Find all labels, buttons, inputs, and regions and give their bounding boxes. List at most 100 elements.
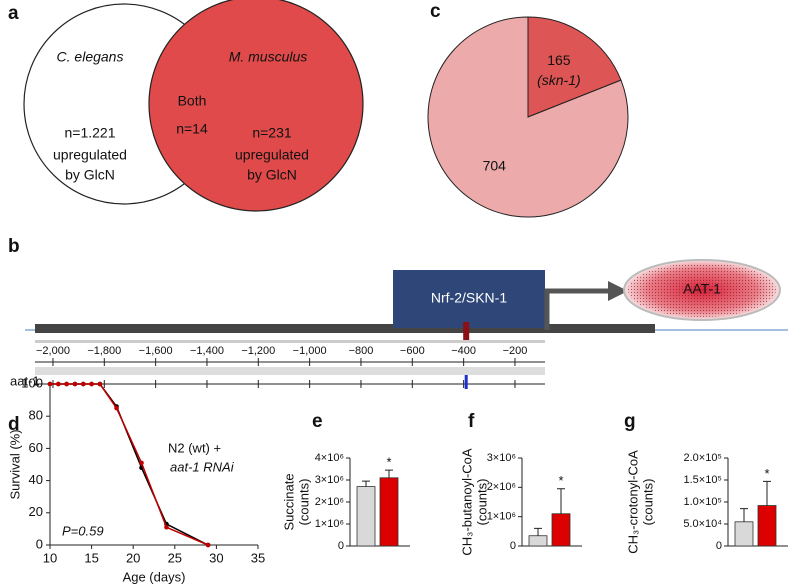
- y-tick-label: 4×10⁶: [315, 452, 344, 464]
- point: [205, 542, 211, 548]
- panel-letter: f: [468, 411, 475, 432]
- y-axis-label: (counts): [296, 479, 311, 526]
- point: [139, 460, 144, 466]
- x-tick-label: 20: [126, 550, 140, 565]
- x-axis-label: Age (days): [123, 569, 186, 584]
- value-label: 165: [547, 52, 571, 68]
- protein-label: AAT-1: [683, 281, 721, 297]
- error-bar: [557, 488, 565, 514]
- x-tick-label: −1,000: [293, 345, 327, 357]
- error-bar: [534, 527, 542, 536]
- panel-letter: d: [8, 414, 20, 435]
- venn-text: upregulated: [53, 147, 127, 163]
- value-label: 704: [483, 157, 507, 173]
- y-tick-label: 2×10⁶: [315, 496, 344, 508]
- x-tick-label: −600: [400, 345, 425, 357]
- venn-text: upregulated: [235, 147, 309, 163]
- x-tick-label: 10: [43, 550, 57, 565]
- x-tick-label: −800: [349, 345, 374, 357]
- significance: *: [764, 466, 769, 481]
- slice-note: (skn-1): [537, 72, 581, 88]
- promoter-bar: [35, 324, 655, 333]
- point: [80, 381, 86, 387]
- binding-site: [464, 375, 468, 389]
- significance: *: [386, 455, 391, 470]
- venn-count: n=231: [252, 125, 292, 141]
- x-tick-label: −2,000: [36, 345, 70, 357]
- x-tick-label: 15: [84, 550, 98, 565]
- annotation: P=0.59: [62, 523, 104, 538]
- binding-site: [463, 322, 470, 340]
- point: [72, 381, 78, 387]
- y-tick-label: 2.0×10⁵: [683, 452, 722, 464]
- venn-text: by GlcN: [65, 167, 115, 183]
- factor-label: Nrf-2/SKN-1: [431, 290, 507, 306]
- y-axis-label: Succinate: [281, 473, 296, 530]
- x-tick-label: −200: [503, 345, 528, 357]
- y-tick-label: 0: [716, 540, 722, 552]
- annotation: N2 (wt) +: [168, 440, 221, 455]
- x-tick-label: −1,800: [87, 345, 121, 357]
- y-tick-label: 2×10⁶: [487, 481, 516, 493]
- venn-label: Both: [178, 93, 207, 109]
- y-tick-label: 1.5×10⁵: [683, 474, 722, 486]
- y-tick-label: 20: [29, 504, 43, 519]
- panel-letter: b: [8, 236, 20, 257]
- x-tick-label: −1,200: [241, 345, 275, 357]
- significance: *: [558, 473, 563, 488]
- venn-label: M. musculus: [229, 49, 308, 65]
- venn-count: n=14: [176, 121, 208, 137]
- x-tick-label: 30: [209, 550, 223, 565]
- x-tick-label: 35: [251, 550, 265, 565]
- bar: [379, 477, 399, 547]
- bar: [734, 521, 754, 547]
- protein-texture: [628, 263, 776, 317]
- y-tick-label: 0: [338, 540, 344, 552]
- venn-count: n=1.221: [65, 125, 116, 141]
- venn-label: C. elegans: [57, 49, 124, 65]
- x-tick-label: 25: [168, 550, 182, 565]
- error-bar: [385, 469, 393, 478]
- bar: [356, 486, 376, 547]
- panel-letter: a: [8, 3, 19, 24]
- venn-overlap: [149, 23, 229, 185]
- factor-box: [393, 270, 545, 328]
- error-bar: [362, 480, 370, 487]
- y-axis-label: (counts): [474, 479, 489, 526]
- y-axis-label: CH₃-butanoyl-CoA: [459, 448, 474, 555]
- point: [89, 381, 94, 387]
- band: [35, 367, 545, 375]
- y-tick-label: 100: [21, 375, 43, 390]
- y-tick-label: 0: [36, 536, 43, 551]
- annotation: aat-1 RNAi: [170, 459, 235, 474]
- panel-letter: c: [430, 1, 441, 22]
- x-tick-label: −1,400: [190, 345, 224, 357]
- y-tick-label: 3×10⁶: [487, 452, 516, 464]
- band: [35, 340, 545, 343]
- pie-slice: [527, 16, 622, 118]
- bar: [528, 535, 548, 547]
- y-tick-label: 5.0×10⁴: [683, 518, 722, 530]
- track-label: aat-1: [10, 373, 40, 388]
- y-tick-label: 1×10⁶: [315, 518, 344, 530]
- y-tick-label: 60: [29, 440, 43, 455]
- point: [97, 381, 103, 387]
- y-tick-label: 40: [29, 472, 43, 487]
- y-tick-label: 80: [29, 408, 43, 423]
- error-bar: [740, 508, 748, 522]
- bar: [551, 513, 571, 547]
- venn-text: by GlcN: [247, 167, 297, 183]
- panel-letter: g: [624, 411, 636, 432]
- x-tick-label: −400: [451, 345, 476, 357]
- error-bar: [763, 480, 771, 506]
- point: [164, 524, 169, 530]
- y-axis-label: CH₃-crotonyl-CoA: [625, 450, 640, 554]
- panel-letter: e: [312, 411, 323, 432]
- point: [56, 381, 61, 387]
- pie-slice: [427, 16, 629, 218]
- y-axis-label: Survival (%): [7, 429, 22, 499]
- y-tick-label: 1×10⁶: [487, 511, 516, 523]
- y-tick-label: 0: [510, 540, 516, 552]
- arrow: [544, 288, 610, 330]
